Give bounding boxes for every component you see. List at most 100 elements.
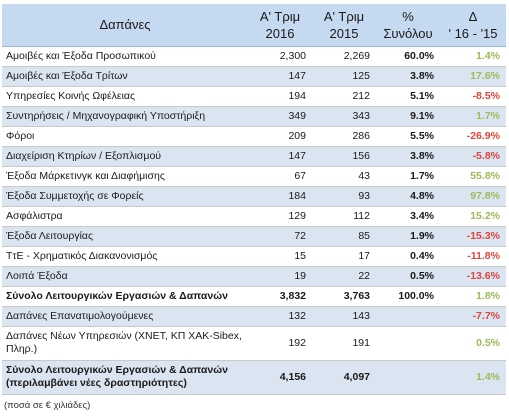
table-row: Λοιπά Έξοδα 19 22 0.5% -13.6% — [2, 266, 506, 287]
row-share-cell: 4.8% — [376, 186, 440, 207]
header-change: Δ ' 16 - '15 — [440, 4, 506, 47]
row-name-cell: Σύνολο Λειτουργικών Εργασιών & Δαπανών — [2, 286, 248, 307]
row-q1-2016-cell: 349 — [248, 106, 312, 127]
row-q1-2016-cell: 184 — [248, 186, 312, 207]
row-q1-2016-cell: 15 — [248, 246, 312, 267]
header-share-line2: Συνόλου — [383, 25, 433, 41]
expenses-table: Δαπάνες Α' Τριμ 2016 Α' Τριμ 2015 % Συνό… — [2, 4, 506, 395]
header-q1-2016-line2: 2016 — [265, 25, 295, 41]
table-row: Ασφάλιστρα 129 112 3.4% 15.2% — [2, 206, 506, 227]
row-q1-2016-cell: 132 — [248, 306, 312, 327]
row-q1-2015-cell: 4,097 — [312, 360, 376, 395]
header-share: % Συνόλου — [376, 4, 440, 47]
row-q1-2016-cell: 194 — [248, 86, 312, 107]
row-share-cell: 0.4% — [376, 246, 440, 267]
row-q1-2015-cell: 143 — [312, 306, 376, 327]
table-row: Δαπάνες Επανατιμολογούμενες 132 143 -7.7% — [2, 306, 506, 327]
row-q1-2015-cell: 156 — [312, 146, 376, 167]
row-share-cell: 1.9% — [376, 226, 440, 247]
row-change-cell: -13.6% — [440, 266, 506, 287]
row-change-cell: -5.8% — [440, 146, 506, 167]
row-name-cell: Αμοιβές και Έξοδα Προσωπικού — [2, 46, 248, 67]
row-share-cell: 0.5% — [376, 266, 440, 287]
table-body: Αμοιβές και Έξοδα Προσωπικού 2,300 2,269 60… — [2, 46, 506, 395]
row-name-cell: Έξοδα Συμμετοχής σε Φορείς — [2, 186, 248, 207]
table-row: Έξοδα Λειτουργίας 72 85 1.9% -15.3% — [2, 226, 506, 247]
header-q1-2016: Α' Τριμ 2016 — [248, 4, 312, 47]
row-name-cell: Λοιπά Έξοδα — [2, 266, 248, 287]
header-q1-2016-line1: Α' Τριμ — [259, 8, 301, 24]
header-share-line1: % — [402, 8, 414, 24]
row-name-cell: Ασφάλιστρα — [2, 206, 248, 227]
row-q1-2016-cell: 4,156 — [248, 360, 312, 395]
row-share-cell — [376, 306, 440, 327]
row-change-cell: 55.8% — [440, 166, 506, 187]
row-share-cell: 1.7% — [376, 166, 440, 187]
row-name-cell: Συντηρήσεις / Μηχανογραφική Υποστήριξη — [2, 106, 248, 127]
row-share-cell: 100.0% — [376, 286, 440, 307]
header-q1-2015-line1: Α' Τριμ — [323, 8, 365, 24]
row-q1-2016-cell: 147 — [248, 146, 312, 167]
table-row: Αμοιβές και Έξοδα Προσωπικού 2,300 2,269 60… — [2, 46, 506, 67]
row-change-cell: -15.3% — [440, 226, 506, 247]
row-q1-2016-cell: 209 — [248, 126, 312, 147]
row-change-cell: -8.5% — [440, 86, 506, 107]
row-share-cell: 5.1% — [376, 86, 440, 107]
row-share-cell — [376, 360, 440, 395]
row-change-cell: 1.8% — [440, 286, 506, 307]
header-q1-2015: Α' Τριμ 2015 — [312, 4, 376, 47]
row-name-cell: ΤτΕ - Χρηματικός Διακανονισμός — [2, 246, 248, 267]
row-q1-2015-cell: 343 — [312, 106, 376, 127]
row-share-cell: 60.0% — [376, 46, 440, 67]
row-name-cell: Αμοιβές και Έξοδα Τρίτων — [2, 66, 248, 87]
row-share-cell: 9.1% — [376, 106, 440, 127]
row-share-cell: 3.8% — [376, 146, 440, 167]
row-name-cell: Φόροι — [2, 126, 248, 147]
row-q1-2016-cell: 192 — [248, 326, 312, 361]
table-row: Υπηρεσίες Κοινής Ωφέλειας 194 212 5.1% -8.5% — [2, 86, 506, 107]
row-share-cell: 5.5% — [376, 126, 440, 147]
row-q1-2016-cell: 67 — [248, 166, 312, 187]
table-row: Έξοδα Συμμετοχής σε Φορείς 184 93 4.8% 97.8% — [2, 186, 506, 207]
table-row: Σύνολο Λειτουργικών Εργασιών & Δαπανών 3,… — [2, 286, 506, 307]
table-header: Δαπάνες Α' Τριμ 2016 Α' Τριμ 2015 % Συνό… — [2, 4, 506, 47]
row-q1-2015-cell: 17 — [312, 246, 376, 267]
header-change-line1: Δ — [468, 8, 478, 24]
row-name-cell: Διαχείριση Κτηρίων / Εξοπλισμού — [2, 146, 248, 167]
table-row: Συντηρήσεις / Μηχανογραφική Υποστήριξη 34… — [2, 106, 506, 127]
row-q1-2016-cell: 129 — [248, 206, 312, 227]
row-share-cell: 3.4% — [376, 206, 440, 227]
amounts-footnote: (ποσά σε € χιλιάδες) — [4, 400, 91, 411]
row-q1-2015-cell: 125 — [312, 66, 376, 87]
row-q1-2015-cell: 85 — [312, 226, 376, 247]
table-row: Δαπάνες Νέων Υπηρεσιών (ΧΝΕΤ, ΚΠ ΧΑΚ-Sib… — [2, 326, 506, 361]
row-q1-2015-cell: 212 — [312, 86, 376, 107]
row-q1-2016-cell: 3,832 — [248, 286, 312, 307]
row-share-cell — [376, 326, 440, 361]
row-change-cell: -26.9% — [440, 126, 506, 147]
table-row: Διαχείριση Κτηρίων / Εξοπλισμού 147 156 3.8… — [2, 146, 506, 167]
row-change-cell: 1.7% — [440, 106, 506, 127]
row-change-cell: -11.8% — [440, 246, 506, 267]
header-change-line2: ' 16 - '15 — [448, 25, 498, 41]
row-share-cell: 3.8% — [376, 66, 440, 87]
table-row: Έξοδα Μάρκετινγκ και Διαφήμισης 67 43 1.7% 5… — [2, 166, 506, 187]
row-q1-2015-cell: 43 — [312, 166, 376, 187]
row-q1-2015-cell: 93 — [312, 186, 376, 207]
row-q1-2016-cell: 19 — [248, 266, 312, 287]
row-q1-2015-cell: 3,763 — [312, 286, 376, 307]
header-expenses: Δαπάνες — [2, 4, 248, 47]
row-change-cell: -7.7% — [440, 306, 506, 327]
header-q1-2015-line2: 2015 — [329, 25, 359, 41]
table-row: Σύνολο Λειτουργικών Εργασιών & Δαπανών (… — [2, 360, 506, 395]
row-q1-2015-cell: 22 — [312, 266, 376, 287]
row-name-cell: Δαπάνες Επανατιμολογούμενες — [2, 306, 248, 327]
row-q1-2015-cell: 191 — [312, 326, 376, 361]
row-q1-2016-cell: 147 — [248, 66, 312, 87]
row-change-cell: 97.8% — [440, 186, 506, 207]
row-q1-2016-cell: 72 — [248, 226, 312, 247]
row-name-cell: Έξοδα Λειτουργίας — [2, 226, 248, 247]
row-q1-2015-cell: 286 — [312, 126, 376, 147]
table-row: Φόροι 209 286 5.5% -26.9% — [2, 126, 506, 147]
table-row: ΤτΕ - Χρηματικός Διακανονισμός 15 17 0.4% -1… — [2, 246, 506, 267]
